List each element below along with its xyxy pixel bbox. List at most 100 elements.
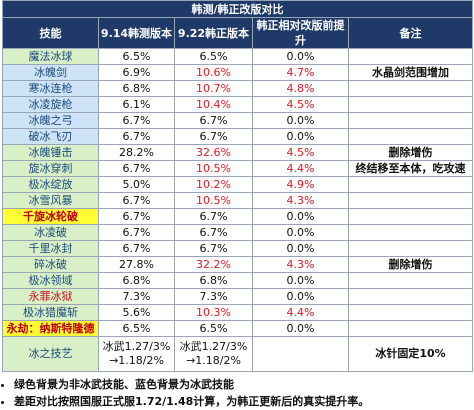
gain-value: 0.0%	[252, 128, 349, 145]
note: 终结移至本体，吃攻速	[347, 160, 474, 177]
official-value: 32.6%	[174, 144, 253, 161]
notes: 绿色背景为非冰武技能、蓝色背景为冰武技能差距对比按照国服正式服1.72/1.48…	[2, 376, 472, 410]
skill-name: 极冰猎魔斩	[2, 304, 99, 321]
table-row: 冰凌旋枪 6.1% 10.4% 4.5%	[2, 96, 474, 113]
table-title: 韩测/韩正改版对比	[1, 0, 474, 18]
official-value: 6.7%	[174, 208, 253, 225]
table-row: 极冰猎魔斩 5.6% 10.3% 4.4%	[2, 304, 474, 321]
note	[347, 304, 474, 321]
column-header: 韩正相对改版前提升	[252, 17, 349, 49]
skill-name: 冰凌破	[2, 224, 99, 241]
table-row: 千里冰封 6.7% 6.7% 0.0%	[2, 240, 474, 257]
official-value: 6.7%	[174, 128, 253, 145]
note	[347, 320, 474, 337]
official-value: 冰武1.27/3% →1.18/2%	[174, 336, 253, 372]
official-value: 7.3%	[174, 288, 253, 305]
official-value: 10.4%	[174, 96, 253, 113]
official-value: 10.5%	[174, 192, 253, 209]
skill-name: 魔法冰球	[2, 48, 99, 65]
test-value: 6.1%	[98, 96, 175, 113]
official-value: 6.8%	[174, 272, 253, 289]
test-value: 6.7%	[98, 224, 175, 241]
official-value: 10.5%	[174, 160, 253, 177]
note	[347, 224, 474, 241]
table-row: 冰魄之弓 6.7% 6.7% 0.0%	[2, 112, 474, 129]
column-header: 技能	[2, 17, 99, 49]
skill-name: 冰魄锤击	[2, 144, 99, 161]
note	[347, 192, 474, 209]
official-value: 10.6%	[174, 64, 253, 81]
note	[347, 288, 474, 305]
column-header: 9.14韩测版本	[98, 17, 175, 49]
official-value: 10.7%	[174, 80, 253, 97]
test-value: 6.7%	[98, 160, 175, 177]
table-row: 永罪冰狱 7.3% 7.3% 0.0%	[2, 288, 474, 305]
note	[347, 80, 474, 97]
column-header: 9.22韩正版本	[174, 17, 253, 49]
gain-value: 0.0%	[252, 272, 349, 289]
test-value: 6.7%	[98, 112, 175, 129]
skill-name: 极冰绽放	[2, 176, 99, 193]
table-row: 寒冰连枪 6.8% 10.7% 4.8%	[2, 80, 474, 97]
skill-name: 永罪冰狱	[2, 288, 99, 305]
note: 冰针固定10%	[347, 336, 474, 372]
note-item: 差距对比按照国服正式服1.72/1.48计算，为韩正更新后的真实提升率。	[14, 393, 472, 410]
gain-value: 4.4%	[252, 304, 349, 321]
note	[347, 176, 474, 193]
table-row: 永劫：纳斯特隆德 6.5% 6.5% 0.0%	[2, 320, 474, 337]
table-row: 冰雪风暴 6.7% 10.5% 4.3%	[2, 192, 474, 209]
table-row: 魔法冰球 6.5% 6.5% 0.0%	[2, 48, 474, 65]
skill-name: 冰之技艺	[2, 336, 99, 372]
table-row: 碎冰破 27.8% 32.2% 4.3% 删除增伤	[2, 256, 474, 273]
test-value: 6.7%	[98, 128, 175, 145]
gain-value: 0.0%	[252, 320, 349, 337]
note	[347, 240, 474, 257]
gain-value: 0.0%	[252, 208, 349, 225]
test-value: 6.9%	[98, 64, 175, 81]
official-value: 6.5%	[174, 48, 253, 65]
note	[347, 128, 474, 145]
gain-value: 4.7%	[252, 64, 349, 81]
official-value: 6.5%	[174, 320, 253, 337]
skill-name: 冰凌旋枪	[2, 96, 99, 113]
official-value: 10.2%	[174, 176, 253, 193]
official-value: 6.7%	[174, 240, 253, 257]
skill-name: 破冰飞刃	[2, 128, 99, 145]
gain-value: 4.3%	[252, 192, 349, 209]
skill-name: 极冰领域	[2, 272, 99, 289]
gain-value: 4.5%	[252, 96, 349, 113]
official-value: 6.7%	[174, 224, 253, 241]
gain-value: 0.0%	[252, 288, 349, 305]
skill-name: 冰雪风暴	[2, 192, 99, 209]
gain-value: 4.8%	[252, 80, 349, 97]
table-row: 破冰飞刃 6.7% 6.7% 0.0%	[2, 128, 474, 145]
gain-value: 4.5%	[252, 144, 349, 161]
skill-name: 千旋冰轮破	[2, 208, 99, 225]
table-row: 极冰领域 6.8% 6.8% 0.0%	[2, 272, 474, 289]
test-value: 27.8%	[98, 256, 175, 273]
skill-name: 冰魄之弓	[2, 112, 99, 129]
gain-value: 4.3%	[252, 256, 349, 273]
test-value: 5.0%	[98, 176, 175, 193]
test-value: 冰武1.27/3% →1.18/2%	[98, 336, 175, 372]
gain-value: 0.0%	[252, 48, 349, 65]
test-value: 6.5%	[98, 320, 175, 337]
skill-name: 碎冰破	[2, 256, 99, 273]
gain-value: 0.0%	[252, 240, 349, 257]
test-value: 6.7%	[98, 240, 175, 257]
note	[347, 48, 474, 65]
skill-name: 旋冰穿刺	[2, 160, 99, 177]
test-value: 6.5%	[98, 48, 175, 65]
official-value: 10.3%	[174, 304, 253, 321]
skill-name: 冰魄剑	[2, 64, 99, 81]
table-row: 冰之技艺 冰武1.27/3% →1.18/2% 冰武1.27/3% →1.18/2%…	[2, 336, 474, 372]
skill-name: 寒冰连枪	[2, 80, 99, 97]
skill-name: 千里冰封	[2, 240, 99, 257]
test-value: 6.7%	[98, 192, 175, 209]
gain-value: 0.0%	[252, 112, 349, 129]
gain-value: 0.0%	[252, 224, 349, 241]
gain-value	[252, 336, 349, 372]
table-row: 冰魄剑 6.9% 10.6% 4.7% 水晶剑范围增加	[2, 64, 474, 81]
test-value: 5.6%	[98, 304, 175, 321]
